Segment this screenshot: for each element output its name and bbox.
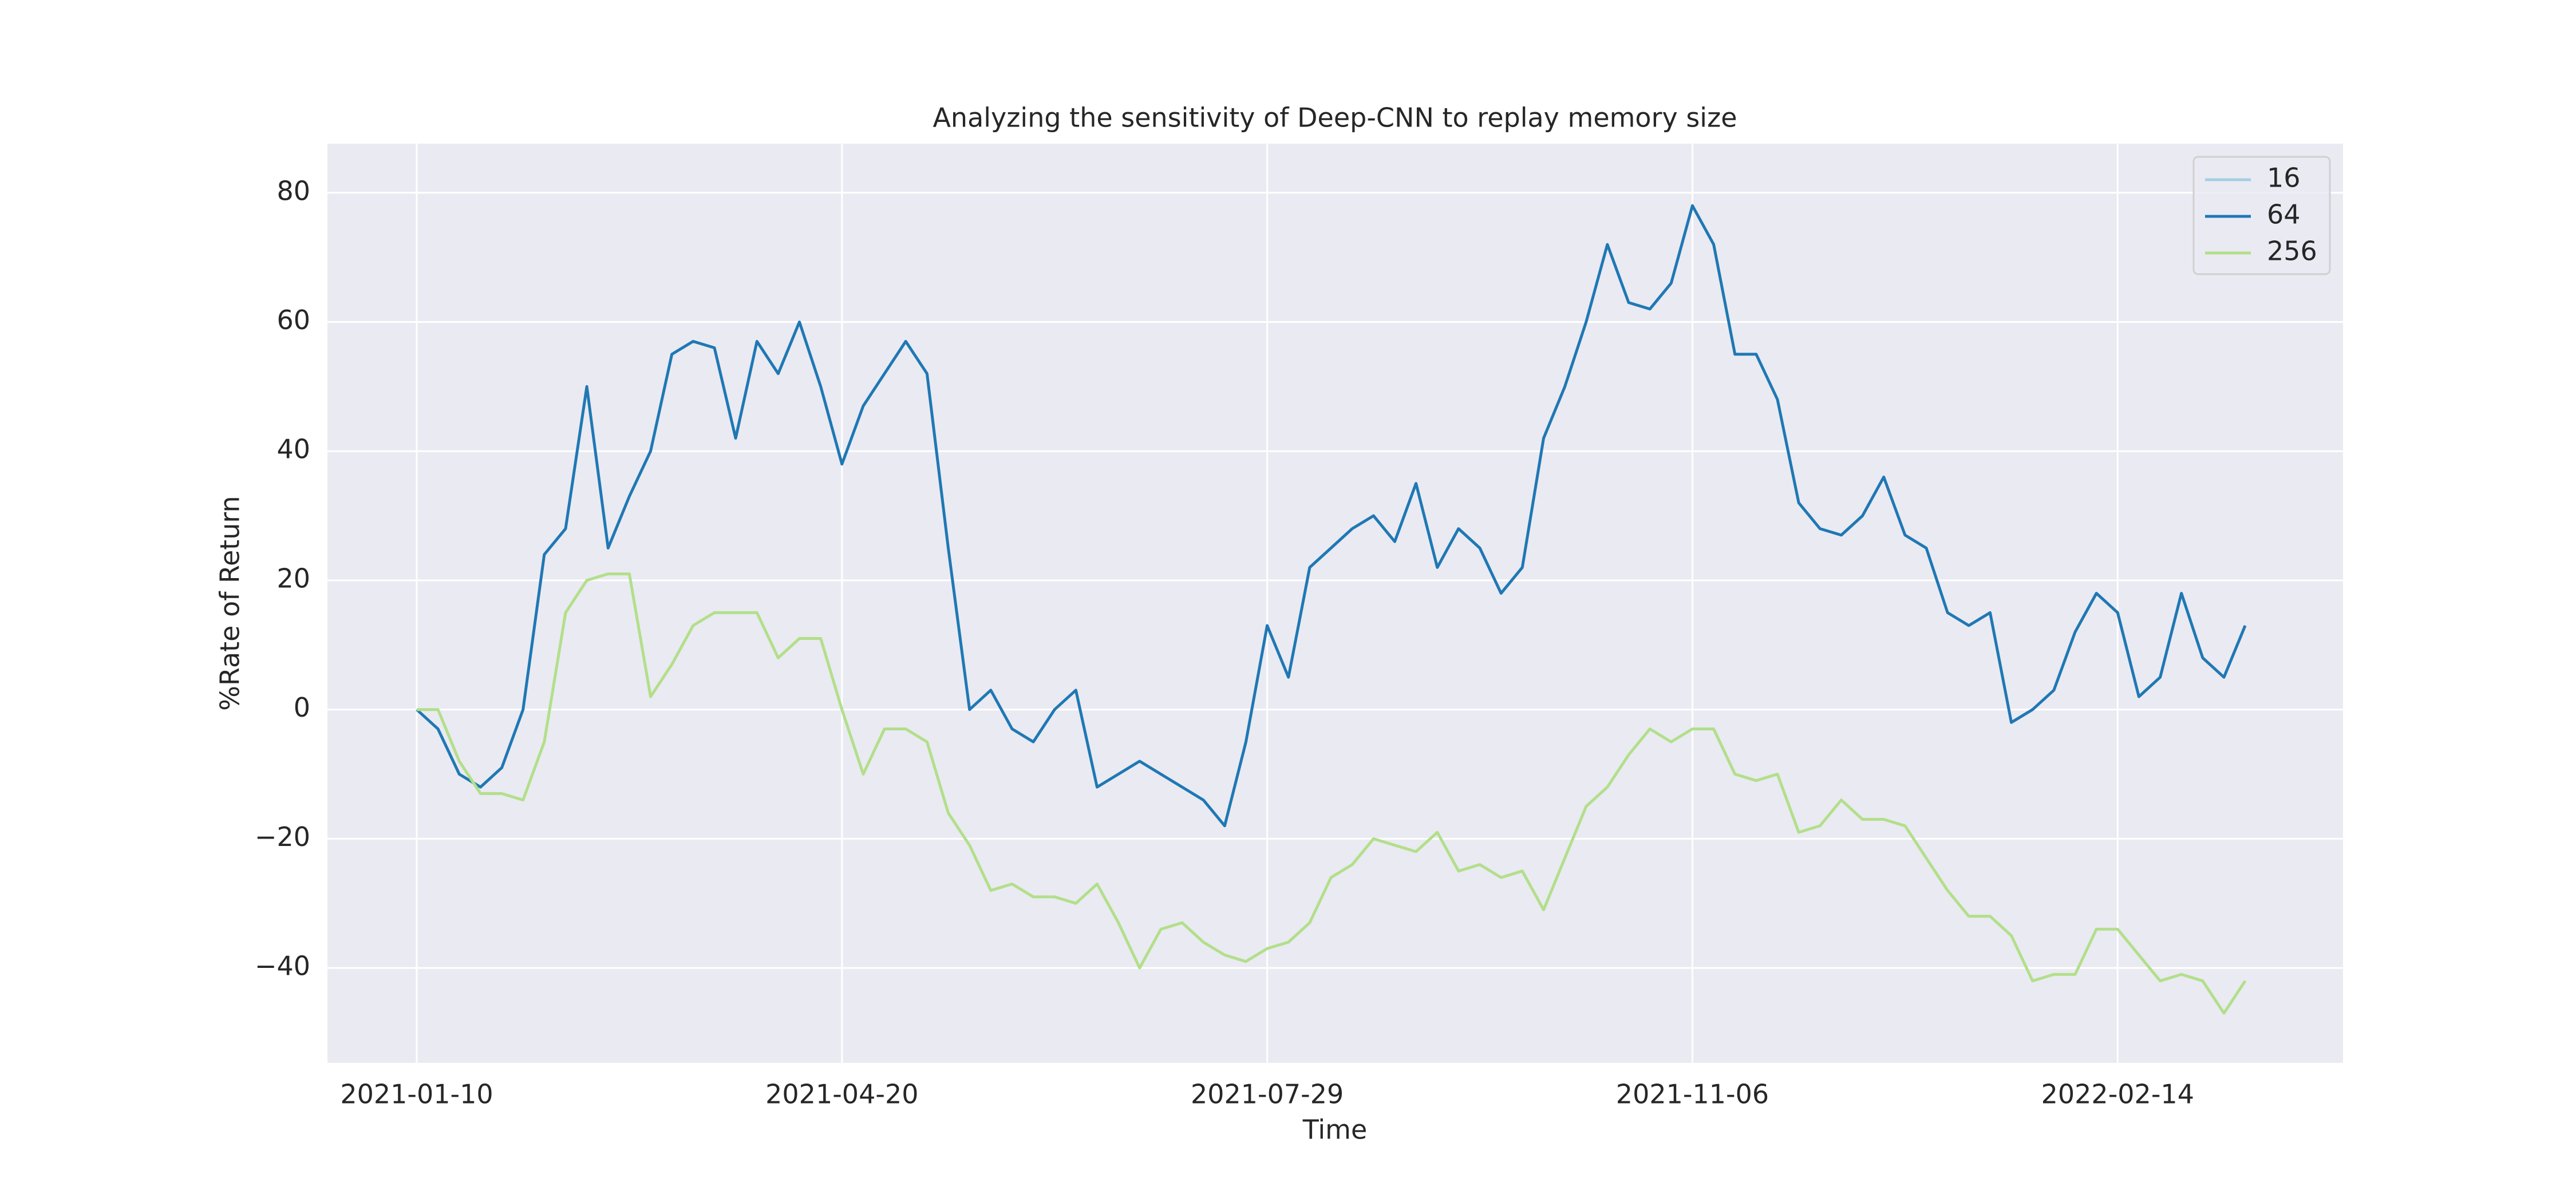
y-tick-label: 20: [276, 563, 310, 594]
x-tick-label: 2021-01-10: [340, 1079, 493, 1110]
y-axis-label: %Rate of Return: [215, 496, 246, 710]
y-tick-label: 80: [276, 175, 310, 206]
plot-area: [327, 144, 2343, 1063]
series-line: [416, 204, 2247, 828]
y-tick-label: 60: [276, 305, 310, 335]
x-tick-label: 2021-11-06: [1616, 1079, 1769, 1110]
series-line: [417, 572, 2247, 1015]
y-tick-label: −20: [255, 821, 310, 852]
legend: 16 64 256: [2192, 156, 2331, 275]
y-tick-label: −40: [255, 951, 310, 982]
legend-label: 256: [2267, 236, 2317, 267]
x-axis-label: Time: [1302, 1114, 1368, 1145]
x-tick-label: 2021-07-29: [1191, 1079, 1344, 1110]
x-tick-label: 2021-04-20: [765, 1079, 918, 1110]
chart-title: Analyzing the sensitivity of Deep-CNN to…: [933, 102, 1737, 133]
lines: [416, 204, 2247, 1015]
y-tick-label: 0: [294, 692, 310, 723]
legend-label: 64: [2267, 199, 2301, 230]
legend-box: [2192, 156, 2331, 275]
x-tick-label: 2022-02-14: [2041, 1079, 2194, 1110]
legend-label: 16: [2267, 163, 2301, 193]
grid: [327, 144, 2343, 1063]
y-tick-label: 40: [276, 434, 310, 465]
